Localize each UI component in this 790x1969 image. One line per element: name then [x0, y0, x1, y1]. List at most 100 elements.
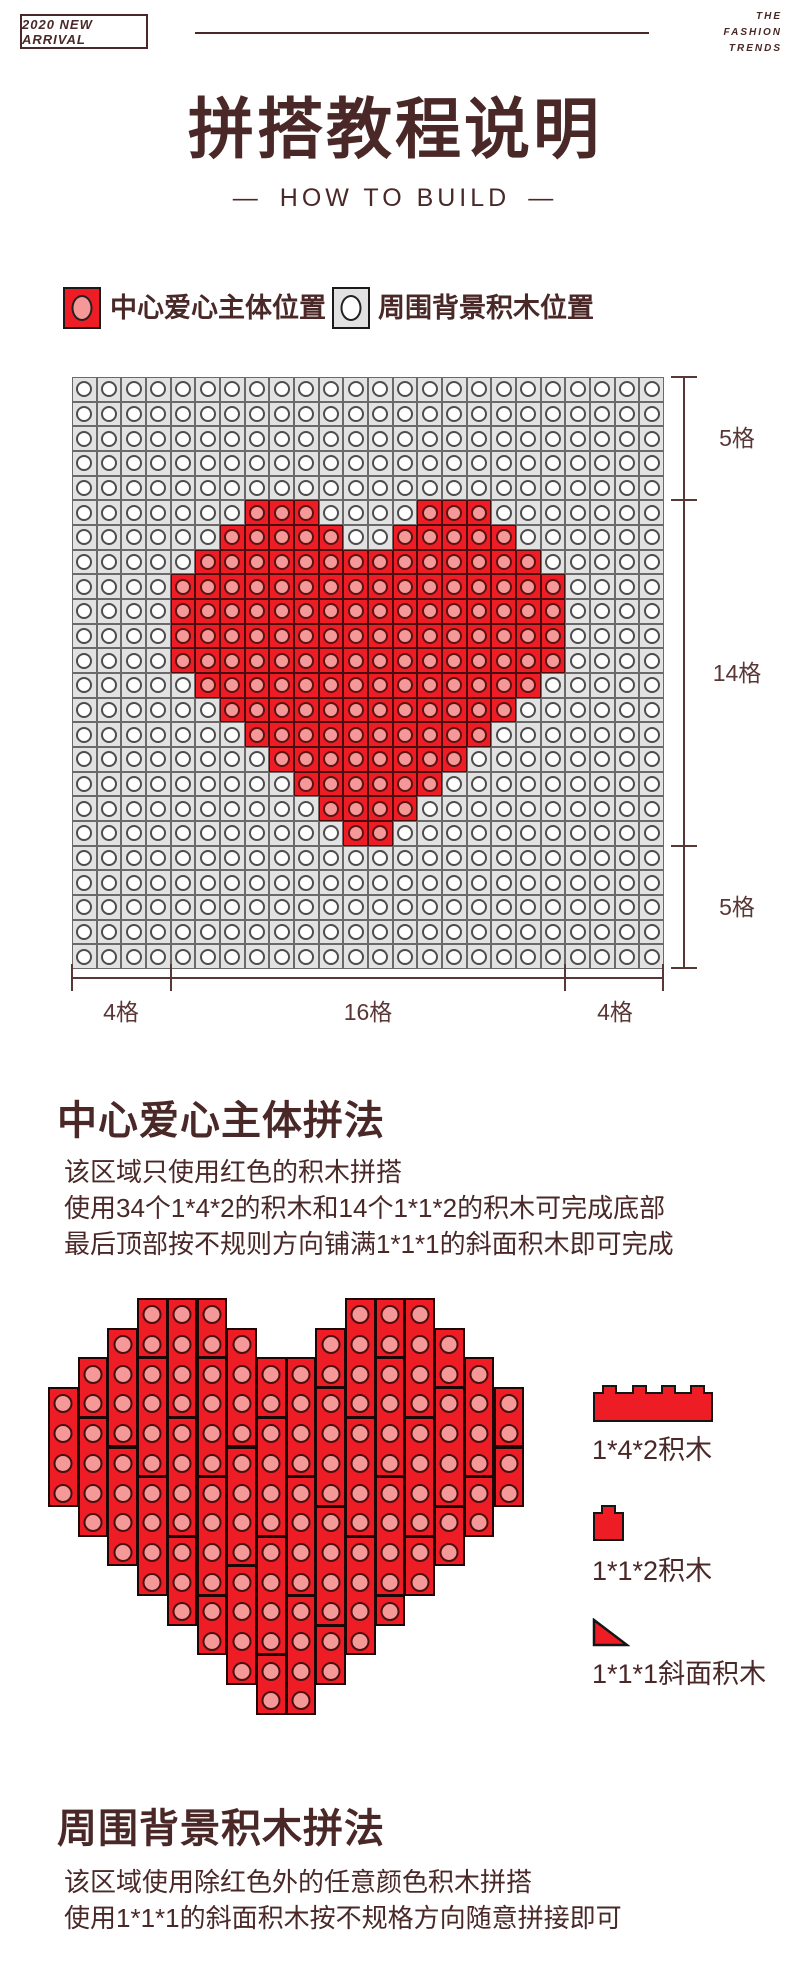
stud-icon [150, 430, 167, 447]
background-cell [540, 870, 566, 895]
stud-icon [396, 529, 413, 546]
stud-icon [643, 948, 660, 965]
heart-cell [441, 549, 467, 575]
background-cell [195, 697, 220, 723]
heart-brick [166, 1416, 198, 1537]
heart-cell [441, 648, 467, 673]
stud-icon [380, 1483, 400, 1503]
background-cell [614, 450, 640, 476]
stud-icon [125, 479, 142, 496]
stud-icon [291, 1453, 311, 1473]
stud-icon [495, 627, 512, 644]
background-cell [219, 845, 245, 871]
stud-icon [76, 479, 93, 496]
text-line: 最后顶部按不规则方向铺满1*1*1的斜面积木即可完成 [64, 1229, 674, 1259]
stud-icon [495, 948, 512, 965]
stud-icon [421, 652, 438, 669]
stud-icon [224, 923, 241, 940]
stud-icon [470, 381, 487, 398]
background-cell [540, 845, 566, 871]
background-cell [589, 944, 615, 969]
heart-cell [195, 574, 220, 599]
background-cell [269, 475, 294, 501]
stud-icon [202, 1602, 222, 1622]
heart-cell [441, 697, 467, 723]
heart-brick [374, 1595, 406, 1626]
background-cell [367, 944, 393, 969]
stud-icon [470, 479, 487, 496]
background-cell [466, 820, 492, 846]
background-cell [170, 722, 196, 747]
stud-icon [618, 430, 635, 447]
stud-icon [172, 1453, 192, 1473]
background-cell [318, 377, 344, 402]
stud-icon [396, 430, 413, 447]
background-cell [145, 894, 171, 920]
background-cell [367, 475, 393, 501]
stud-icon [347, 405, 364, 422]
stud-icon [618, 405, 635, 422]
heart-cell [441, 524, 467, 550]
background-cell [121, 919, 146, 945]
background-cell [244, 746, 270, 772]
background-cell [96, 722, 122, 747]
stud-icon [446, 849, 463, 866]
background-cell [441, 944, 467, 969]
background-cell [565, 845, 590, 871]
background-cell [72, 598, 97, 624]
background-cell [170, 401, 196, 427]
heart-cell [466, 549, 492, 575]
stud-icon [224, 948, 241, 965]
heart-cell [219, 524, 245, 550]
stud-icon [396, 504, 413, 521]
stud-icon [273, 455, 290, 472]
stud-icon [76, 726, 93, 743]
stud-icon [544, 849, 561, 866]
background-cell [219, 722, 245, 747]
stud-icon [150, 726, 167, 743]
background-cell [540, 549, 566, 575]
stud-icon [322, 825, 339, 842]
stud-icon [261, 1572, 281, 1592]
background-cell [491, 796, 516, 821]
background-cell [392, 820, 418, 846]
stud-icon [446, 603, 463, 620]
stud-icon [273, 775, 290, 792]
stud-icon [248, 775, 265, 792]
stud-icon [142, 1572, 162, 1592]
background-cell [589, 574, 615, 599]
background-cell [466, 426, 492, 451]
stud-icon [125, 751, 142, 768]
background-cell [195, 722, 220, 747]
heart-brick [255, 1357, 287, 1418]
stud-icon [396, 726, 413, 743]
new-arrival-badge: 2020 NEW ARRIVAL [20, 14, 148, 49]
stud-icon [100, 800, 117, 817]
stud-icon [380, 1364, 400, 1384]
stud-icon [421, 849, 438, 866]
background-cell [639, 475, 664, 501]
heart-cell [515, 549, 541, 575]
stud-icon [248, 677, 265, 694]
stud-icon [544, 405, 561, 422]
stud-icon [520, 874, 537, 891]
stud-icon [298, 874, 315, 891]
background-cell [367, 450, 393, 476]
stud-icon [347, 923, 364, 940]
stud-icon [421, 751, 438, 768]
stud-icon [100, 825, 117, 842]
stud-icon [298, 603, 315, 620]
stud-icon [273, 603, 290, 620]
stud-icon [76, 455, 93, 472]
background-cell [565, 796, 590, 821]
stud-icon [618, 381, 635, 398]
background-cell [565, 820, 590, 846]
stud-icon [248, 825, 265, 842]
stud-icon [248, 553, 265, 570]
stud-icon [273, 800, 290, 817]
stud-icon [298, 504, 315, 521]
background-cell [318, 401, 344, 427]
background-cell [244, 796, 270, 821]
background-cell [441, 845, 467, 871]
heart-cell [392, 598, 418, 624]
